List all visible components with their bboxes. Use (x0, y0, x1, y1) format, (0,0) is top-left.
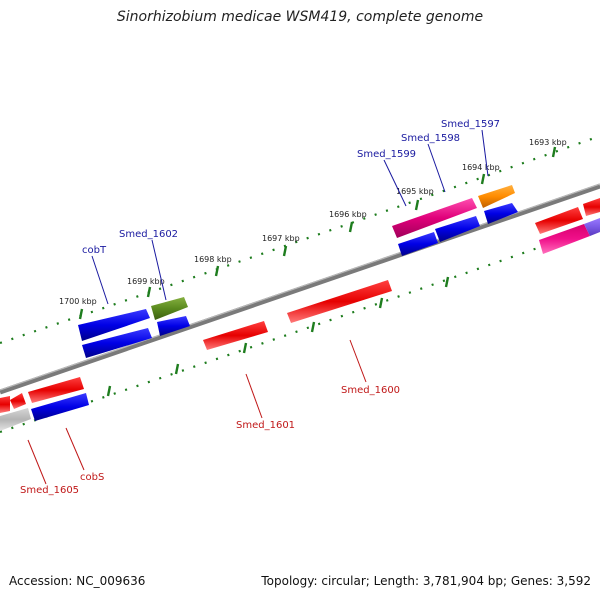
tick-label-1699: 1699 kbp (127, 277, 165, 286)
tick-label-1694: 1694 kbp (462, 163, 500, 172)
gene-rev-magenta-right[interactable] (539, 224, 590, 254)
tick-label-1697: 1697 kbp (262, 234, 300, 243)
leader-smed-1605 (27, 439, 47, 485)
tick-label-1696: 1696 kbp (329, 210, 367, 219)
major-ticks-outer (78, 146, 557, 320)
tick-label-1695: 1695 kbp (396, 187, 434, 196)
leader-smed-1599 (383, 159, 407, 207)
map-title: Sinorhizobium medicae WSM419, complete g… (116, 9, 484, 25)
major-tick (146, 286, 152, 298)
label-smed-1599[interactable]: Smed_1599 (357, 149, 416, 160)
tick-label-1700: 1700 kbp (59, 297, 97, 306)
forward-gene-labels: Smed_1597 Smed_1598 Smed_1599 Smed_1602 … (82, 119, 500, 256)
leader-cobs (65, 427, 85, 471)
gene-cobt[interactable] (78, 309, 150, 341)
label-cobt[interactable]: cobT (82, 245, 107, 256)
major-tick (106, 385, 112, 397)
gene-fwd-left-3[interactable] (28, 377, 84, 403)
major-tick (214, 265, 220, 277)
reverse-genes (0, 203, 600, 431)
gene-cobs[interactable] (82, 328, 152, 358)
label-smed-1601[interactable]: Smed_1601 (236, 420, 295, 431)
major-tick (78, 308, 84, 320)
major-tick (480, 173, 486, 185)
accession-text: Accession: NC_009636 (9, 574, 146, 588)
major-tick (282, 245, 288, 257)
leader-cobt (91, 255, 109, 305)
gene-rev-blue-right[interactable] (484, 203, 518, 224)
gene-smed-1599b[interactable] (435, 216, 480, 242)
label-smed-1602[interactable]: Smed_1602 (119, 229, 178, 240)
gene-smed-1602[interactable] (151, 297, 188, 320)
gene-smed-1598[interactable] (392, 198, 477, 238)
gene-fwd-upper-right[interactable] (535, 207, 583, 234)
gene-smed-1600[interactable] (287, 280, 392, 323)
gene-fwd-left-1[interactable] (0, 396, 10, 413)
label-smed-1600[interactable]: Smed_1600 (341, 385, 400, 396)
major-tick (242, 342, 248, 354)
leader-smed-1598 (427, 143, 446, 193)
tick-label-1698: 1698 kbp (194, 255, 232, 264)
scale-labels: 1693 kbp 1694 kbp 1695 kbp 1696 kbp 1697… (59, 138, 567, 306)
label-cobs[interactable]: cobS (80, 472, 104, 483)
gene-fwd-upper-right-2[interactable] (583, 198, 600, 216)
gene-fwd-left-2[interactable] (10, 393, 26, 409)
gene-smed-1597[interactable] (478, 185, 515, 208)
reverse-leaders (27, 339, 367, 485)
major-tick (414, 199, 420, 211)
forward-genes (0, 185, 600, 413)
leader-smed-1602 (151, 239, 167, 301)
gene-smed-1601[interactable] (203, 321, 268, 350)
leader-smed-1597 (481, 129, 489, 177)
major-tick (310, 321, 316, 333)
gene-smed-1605[interactable] (31, 393, 89, 421)
genome-summary-text: Topology: circular; Length: 3,781,904 bp… (261, 574, 591, 588)
major-tick (174, 363, 180, 375)
gene-rev-gray-left[interactable] (0, 408, 31, 431)
backbone-highlight (0, 183, 600, 391)
gene-rev-purple-right[interactable] (584, 218, 600, 236)
tick-label-1693: 1693 kbp (529, 138, 567, 147)
label-smed-1605[interactable]: Smed_1605 (20, 485, 79, 496)
reverse-gene-labels: Smed_1600 Smed_1601 Smed_1605 cobS (20, 385, 400, 496)
gene-cobs-upper[interactable] (157, 316, 190, 336)
leader-smed-1601 (245, 373, 263, 419)
major-tick (348, 221, 354, 233)
major-tick (444, 276, 450, 288)
label-smed-1597[interactable]: Smed_1597 (441, 119, 500, 130)
major-tick (378, 297, 384, 309)
major-tick (551, 146, 557, 158)
gene-smed-1599[interactable] (398, 232, 438, 256)
genome-backbone (0, 183, 600, 395)
forward-leaders (91, 129, 489, 305)
backbone-line (0, 183, 600, 395)
label-smed-1598[interactable]: Smed_1598 (401, 133, 460, 144)
leader-smed-1600 (349, 339, 367, 383)
